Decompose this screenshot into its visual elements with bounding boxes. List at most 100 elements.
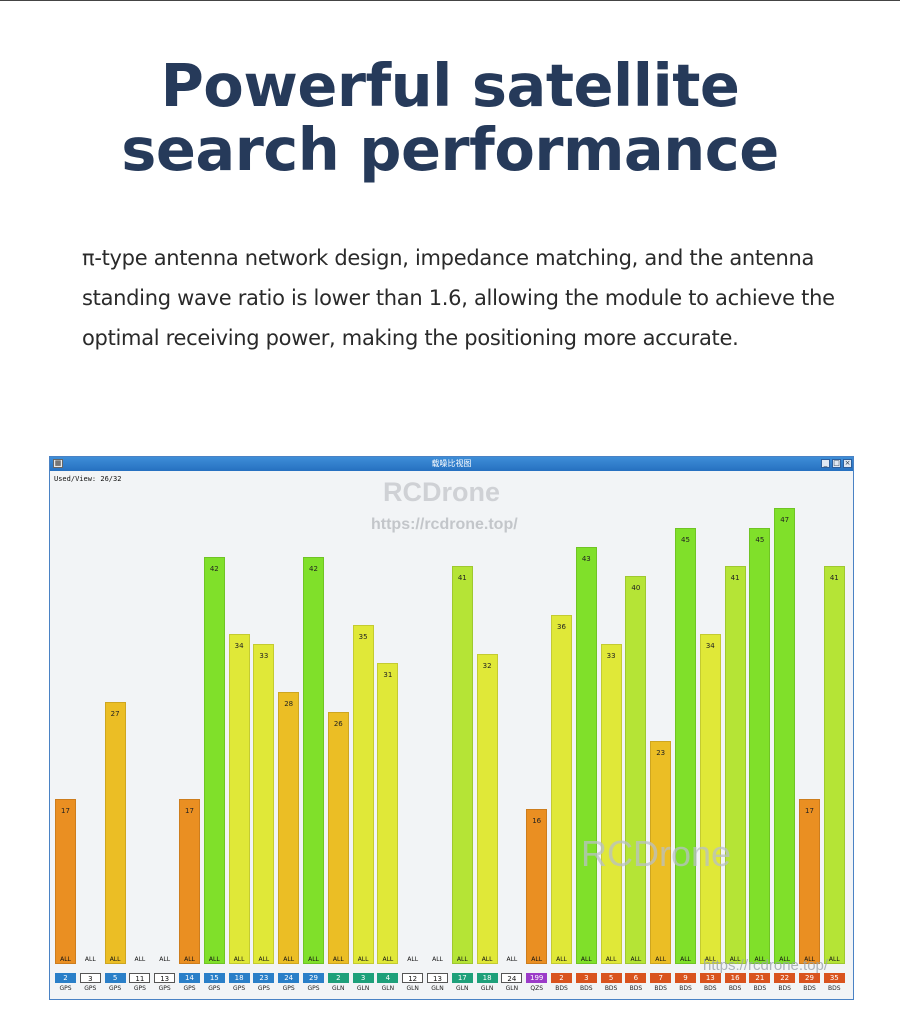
snr-bar [451, 566, 473, 964]
snr-bar [823, 566, 845, 964]
snr-value-label: 17 [185, 807, 194, 816]
sat-prn-badge: 3 [352, 973, 374, 983]
snr-value-label: 33 [606, 651, 616, 660]
sat-prn-badge: 13 [154, 973, 176, 983]
sat-prn-badge: 18 [476, 973, 498, 983]
sat-status-label: ALL [208, 956, 220, 963]
sat-status-label: ALL [729, 956, 741, 963]
snr-bar [278, 692, 300, 964]
snr-bar [179, 799, 200, 964]
snr-value-label: 35 [358, 632, 368, 641]
sat-system-label: GPS [233, 985, 246, 992]
close-button[interactable]: × [843, 459, 852, 468]
snr-bar [575, 546, 597, 964]
sat-system-label: BDS [753, 985, 767, 992]
sat-system-label: GPS [282, 985, 295, 992]
snr-value-label: 45 [681, 535, 690, 544]
snr-value-label: 34 [234, 642, 244, 651]
snr-bar [799, 799, 820, 964]
sat-status-label: ALL [84, 956, 96, 963]
sat-system-label: BDS [679, 985, 692, 992]
sat-system-label: GLN [480, 985, 494, 992]
snr-bar [774, 508, 796, 964]
sat-status-label: ALL [754, 956, 766, 963]
sat-prn-badge: 2 [55, 973, 76, 983]
window-title: 载噪比视图 [431, 459, 472, 468]
sat-status-label: ALL [828, 956, 840, 963]
sat-status-label: ALL [655, 956, 667, 963]
snr-bar [600, 643, 622, 964]
snr-value-label: 17 [61, 807, 70, 816]
sat-prn-badge: 3 [79, 973, 101, 983]
sat-status-label: ALL [407, 956, 419, 963]
top-divider [0, 0, 900, 1]
snr-value-label: 23 [656, 748, 666, 757]
app-icon[interactable]: ▦ [53, 459, 63, 468]
sat-prn-badge: 24 [278, 973, 300, 983]
sat-status-label: ALL [60, 956, 71, 963]
sat-system-label: GPS [84, 985, 97, 992]
minimize-button[interactable]: _ [821, 459, 830, 468]
sat-prn-badge: 7 [650, 973, 672, 983]
sat-status-label: ALL [432, 956, 443, 963]
sat-system-label: GLN [356, 985, 370, 992]
snr-bar [203, 556, 225, 964]
sat-prn-badge: 29 [303, 973, 324, 983]
sat-system-label: GPS [307, 985, 320, 992]
sat-system-label: BDS [555, 985, 568, 992]
sat-status-label: ALL [481, 956, 493, 963]
description: π-type antenna network design, impedance… [82, 238, 842, 358]
sat-prn-badge: 16 [724, 973, 746, 983]
sat-status-label: ALL [382, 956, 394, 963]
snr-value-label: 41 [730, 574, 740, 583]
description-line-1: π-type antenna network design, impedance… [82, 246, 815, 270]
sat-system-label: GPS [183, 985, 196, 992]
snr-bar [699, 634, 721, 964]
sat-status-label: ALL [456, 956, 468, 963]
sat-system-label: GLN [456, 985, 469, 992]
snr-bar [675, 527, 696, 964]
snr-value-label: 36 [557, 622, 566, 631]
sat-prn-badge: 13 [427, 973, 448, 983]
sat-system-label: BDS [828, 985, 841, 992]
sat-prn-badge: 23 [253, 973, 275, 983]
sat-prn-badge: 6 [625, 973, 647, 983]
sat-system-label: GPS [257, 985, 270, 992]
sat-prn-badge: 22 [774, 973, 796, 983]
sat-system-label: GPS [133, 985, 146, 992]
used-view-status: Used/View: 26/32 [54, 475, 122, 483]
watermark-brand-overlay: RCDrone [581, 833, 732, 874]
snr-bar [253, 643, 275, 964]
watermark-brand: RCDrone [383, 477, 501, 507]
sat-prn-badge: 5 [104, 973, 126, 983]
sat-prn-badge: 5 [600, 973, 622, 983]
window-titlebar[interactable]: ▦ 载噪比视图 _ □ × [50, 457, 853, 471]
sat-status-label: ALL [630, 956, 642, 963]
snr-bar [749, 527, 771, 964]
sat-prn-badge: 14 [179, 973, 200, 983]
sat-prn-badge: 199 [526, 973, 548, 983]
snr-bar [551, 614, 572, 964]
snr-value-label: 42 [309, 564, 318, 573]
snr-bar [104, 702, 126, 964]
description-line-2: standing wave ratio is lower than 1.6, a… [82, 286, 835, 310]
snr-value-label: 26 [333, 719, 343, 728]
sat-system-label: GPS [109, 985, 122, 992]
sat-system-label: GPS [208, 985, 221, 992]
snr-value-label: 47 [780, 516, 790, 525]
sat-prn-badge: 18 [228, 973, 250, 983]
maximize-button[interactable]: □ [832, 459, 841, 468]
snr-bar [352, 624, 374, 964]
snr-value-label: 40 [631, 584, 641, 592]
snr-bar [377, 663, 399, 964]
sat-system-label: GLN [431, 985, 444, 992]
sat-status-label: ALL [580, 956, 592, 963]
snr-value-label: 41 [457, 574, 467, 583]
sat-status-label: ALL [184, 956, 195, 963]
watermark-url: https://rcdrone.top/ [371, 516, 518, 533]
snr-bar [476, 653, 498, 964]
sat-prn-badge: 17 [451, 973, 473, 983]
sat-status-label: ALL [506, 956, 518, 963]
sat-system-label: BDS [803, 985, 816, 992]
snr-value-label: 33 [259, 651, 269, 660]
